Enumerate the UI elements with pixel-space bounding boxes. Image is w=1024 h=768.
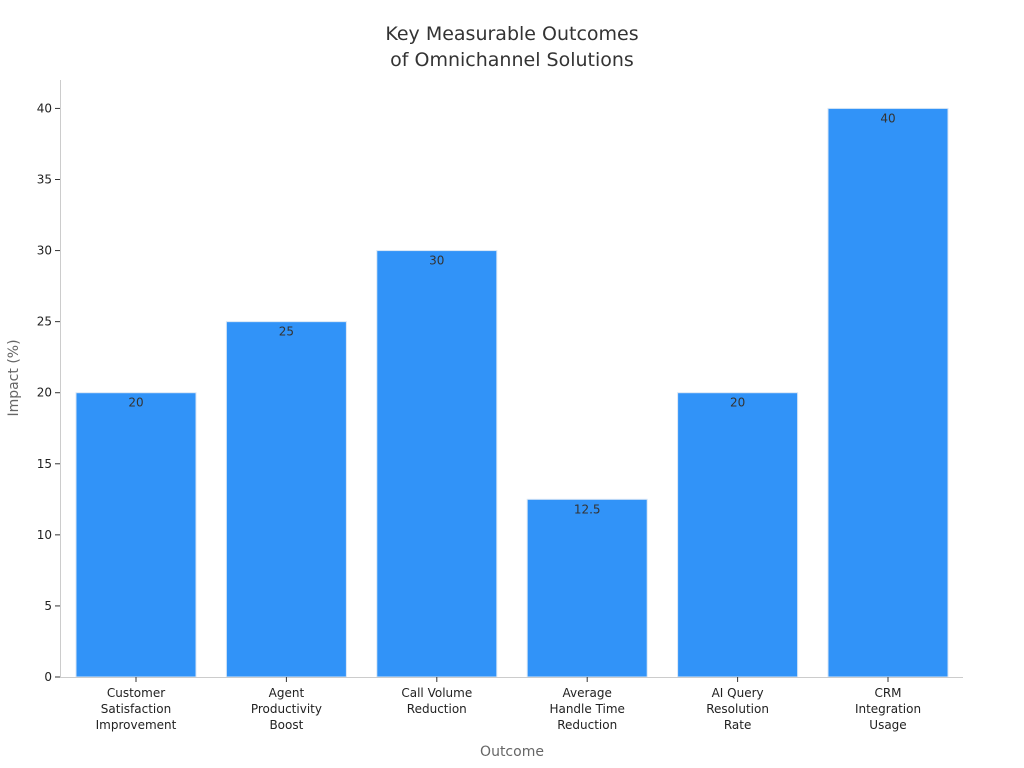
bar bbox=[827, 107, 949, 678]
bar bbox=[225, 321, 347, 678]
x-tick-label: Agent bbox=[269, 686, 305, 700]
bar bbox=[526, 498, 648, 678]
chart-title-line-2: of Omnichannel Solutions bbox=[390, 49, 634, 71]
bar-data-label: 20 bbox=[730, 396, 745, 410]
y-ticks: 0 5 10 15 20 25 30 35 40 bbox=[37, 101, 60, 684]
bar-data-label: 12.5 bbox=[574, 502, 601, 516]
chart-title-line-1: Key Measurable Outcomes bbox=[385, 23, 638, 45]
x-tick-label: Reduction bbox=[557, 718, 617, 732]
bar-data-label: 30 bbox=[429, 254, 444, 268]
y-tick-label: 15 bbox=[37, 457, 52, 471]
x-tick-label: Handle Time bbox=[549, 702, 625, 716]
x-tick-label: Usage bbox=[869, 718, 906, 732]
bar-data-label: 40 bbox=[880, 111, 895, 125]
bar-data-label: 20 bbox=[128, 396, 143, 410]
y-axis-title: Impact (%) bbox=[6, 339, 22, 416]
x-tick-label: Reduction bbox=[407, 702, 467, 716]
y-tick-label: 25 bbox=[37, 315, 52, 329]
y-tick-label: 30 bbox=[37, 244, 52, 258]
x-ticks: Customer Satisfaction Improvement Agent Prod… bbox=[96, 677, 921, 732]
bars-layer: 20 25 30 12.5 20 40 bbox=[75, 107, 949, 678]
bar bbox=[677, 392, 799, 678]
x-tick-label: Resolution bbox=[706, 702, 769, 716]
x-tick-label: Integration bbox=[855, 702, 921, 716]
x-axis-title: Outcome bbox=[480, 744, 544, 760]
x-tick-label: CRM bbox=[874, 686, 901, 700]
bar-data-label: 25 bbox=[279, 325, 294, 339]
x-tick-label: Rate bbox=[724, 718, 752, 732]
x-tick-label: Customer bbox=[107, 686, 165, 700]
y-tick-label: 5 bbox=[44, 599, 52, 613]
y-tick-label: 35 bbox=[37, 173, 52, 187]
bar bbox=[75, 392, 197, 678]
x-tick-label: Satisfaction bbox=[101, 702, 171, 716]
y-tick-label: 10 bbox=[37, 528, 52, 542]
bar bbox=[376, 250, 498, 678]
x-tick-label: Call Volume bbox=[401, 686, 472, 700]
y-tick-label: 20 bbox=[37, 386, 52, 400]
y-tick-label: 0 bbox=[44, 670, 52, 684]
x-tick-label: Average bbox=[563, 686, 612, 700]
x-tick-label: Productivity bbox=[251, 702, 322, 716]
x-tick-label: Boost bbox=[269, 718, 303, 732]
y-tick-label: 40 bbox=[37, 101, 52, 115]
x-tick-label: Improvement bbox=[96, 718, 177, 732]
x-tick-label: AI Query bbox=[712, 686, 764, 700]
